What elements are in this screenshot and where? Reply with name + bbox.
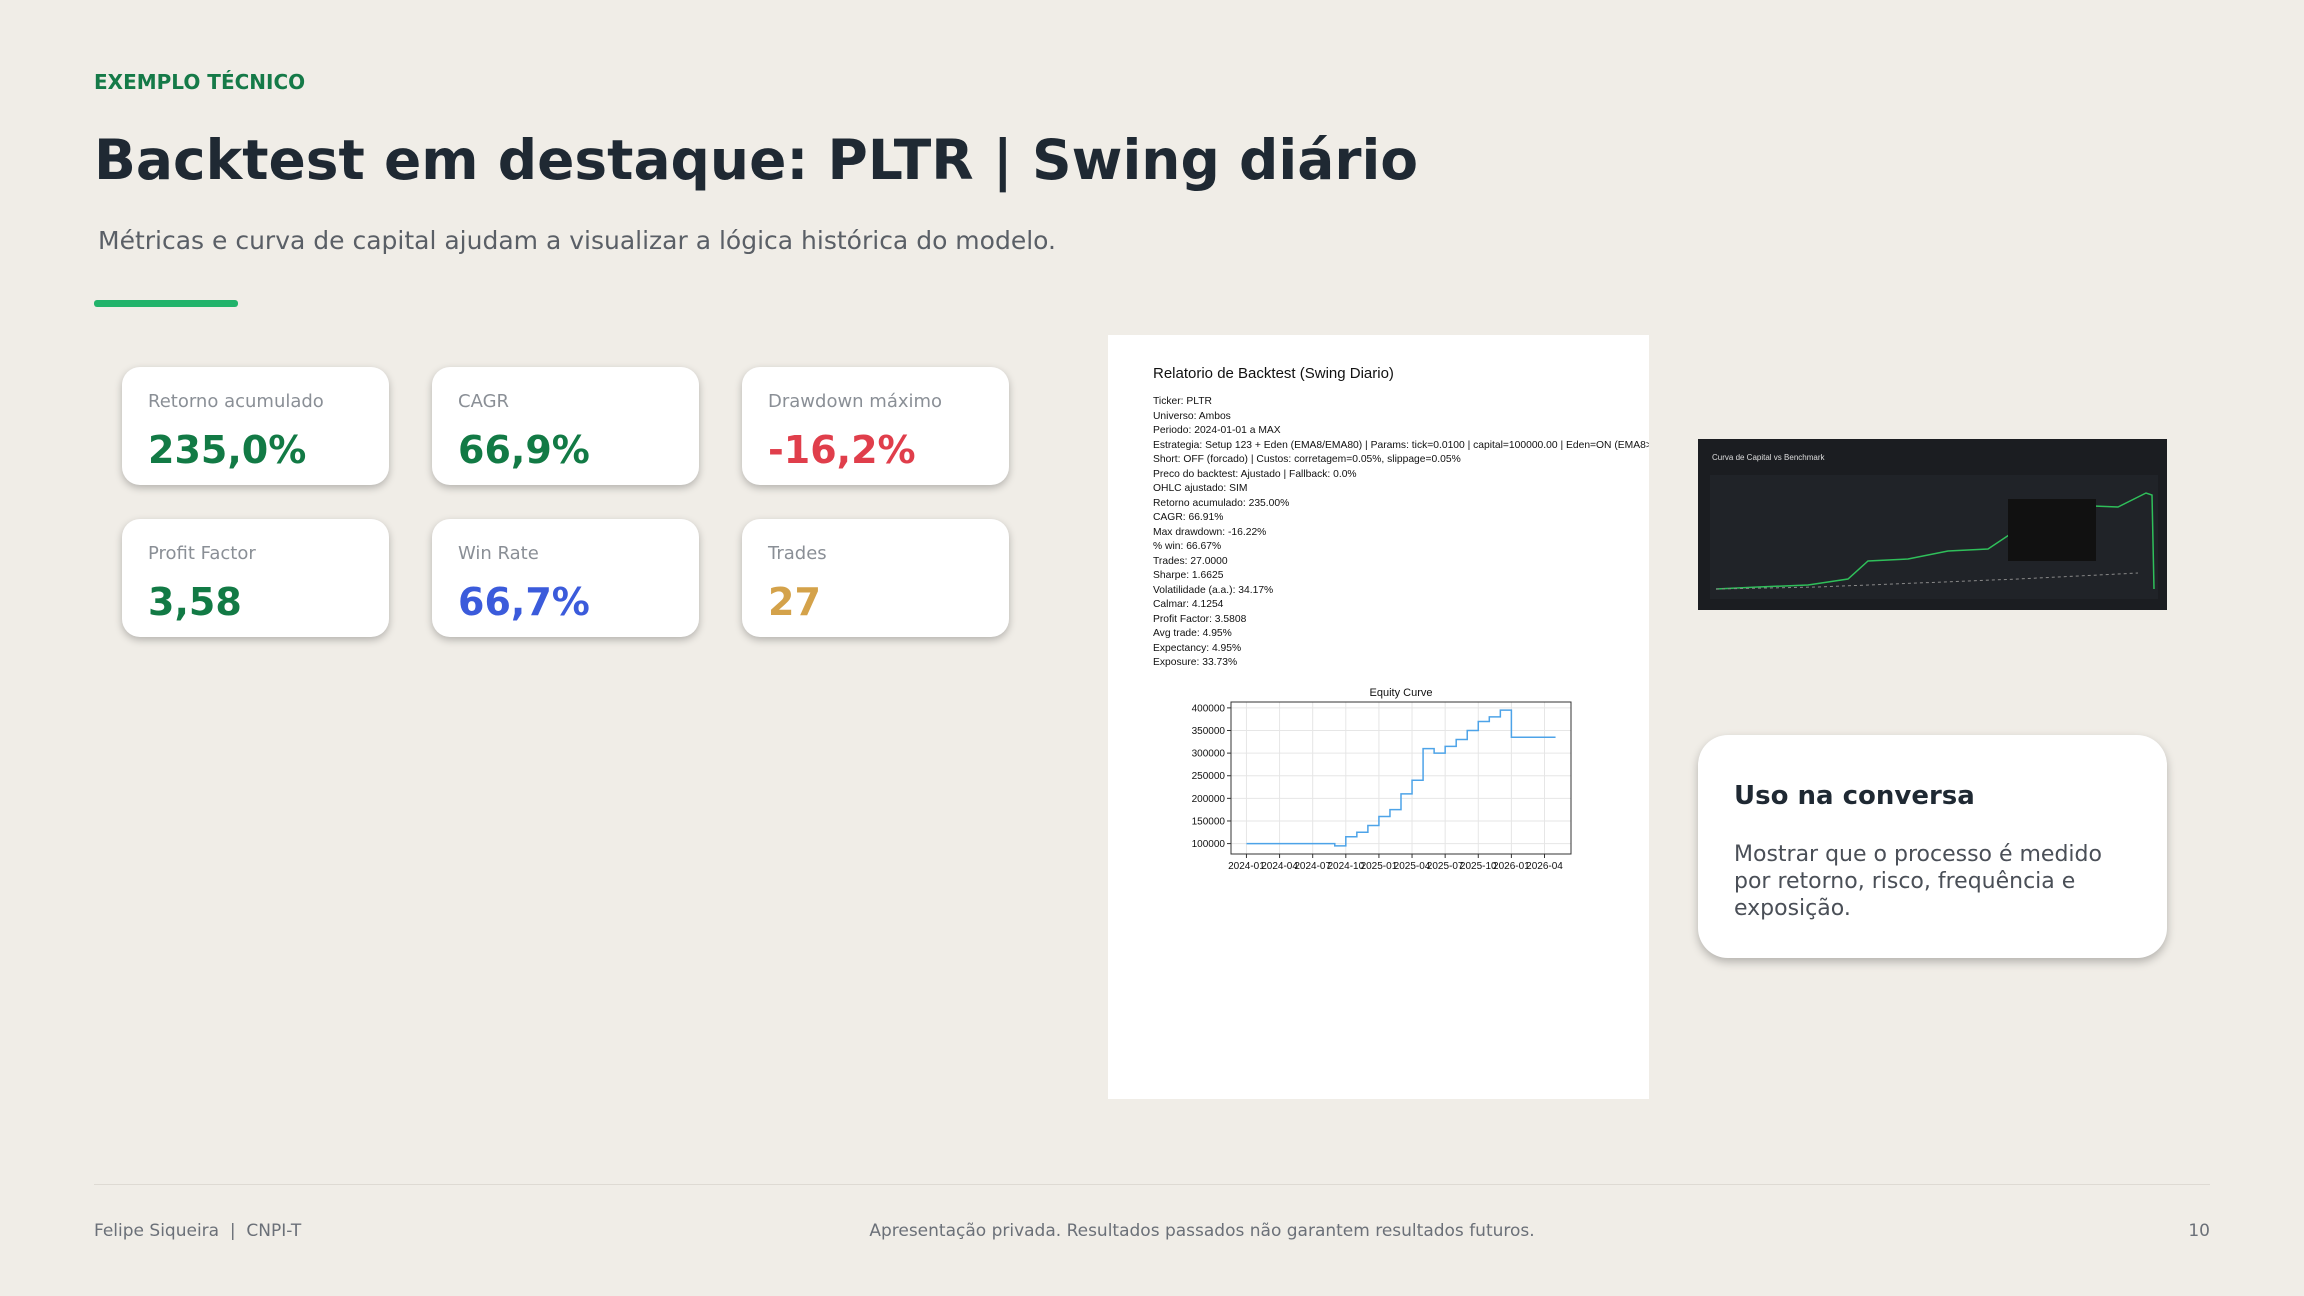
metric-value: 27	[768, 580, 821, 624]
x-tick-label: 2024-01	[1228, 861, 1265, 872]
metric-value: 66,9%	[458, 428, 590, 472]
x-tick-label: 2024-04	[1261, 861, 1298, 872]
x-tick-label: 2026-01	[1493, 861, 1530, 872]
thumbnail-line	[1715, 492, 2155, 590]
footer-author: Felipe Siqueira | CNPI-T	[94, 1221, 302, 1241]
report-line: Trades: 27.0000	[1153, 555, 1228, 567]
report-line: Short: OFF (forcado) | Custos: corretage…	[1153, 454, 1461, 465]
report-line: Estrategia: Setup 123 + Eden (EMA8/EMA80…	[1153, 439, 1649, 451]
equity-line	[1246, 709, 1556, 847]
report-title: Relatorio de Backtest (Swing Diario)	[1153, 365, 1394, 382]
report-lines: Ticker: PLTR Universo: Ambos Periodo: 2024…	[1153, 395, 1649, 671]
note-card: Uso na conversa Mostrar que o processo é…	[1698, 735, 2167, 958]
report-line: CAGR: 66.91%	[1153, 512, 1224, 523]
metric-card: Win Rate 66,7%	[432, 519, 699, 637]
x-tick-label: 2025-01	[1361, 861, 1398, 872]
accent-bar	[94, 300, 238, 307]
eyebrow: EXEMPLO TÉCNICO	[94, 70, 306, 94]
report-line: OHLC ajustado: SIM	[1153, 483, 1248, 494]
report-line: Ticker: PLTR	[1153, 396, 1212, 407]
y-tick-label: 200000	[1192, 794, 1226, 805]
benchmark-thumbnail: Curva de Capital vs Benchmark	[1698, 439, 2167, 610]
metric-label: Profit Factor	[148, 543, 256, 564]
thumbnail-art	[1710, 475, 2158, 599]
note-body: Mostrar que o processo é medido por reto…	[1734, 842, 2102, 921]
metric-value: 66,7%	[458, 580, 590, 624]
subtitle: Métricas e curva de capital ajudam a vis…	[98, 226, 1056, 255]
metric-card: CAGR 66,9%	[432, 367, 699, 485]
report-line: Expectancy: 4.95%	[1153, 642, 1242, 654]
report-line: % win: 66.67%	[1153, 541, 1222, 552]
x-tick-label: 2024-07	[1294, 861, 1331, 872]
metric-card: Trades 27	[742, 519, 1009, 637]
footer-rule	[94, 1184, 2210, 1185]
report-line: Max drawdown: -16.22%	[1153, 526, 1267, 538]
report-line: Profit Factor: 3.5808	[1153, 613, 1247, 625]
report-line: Preco do backtest: Ajustado | Fallback: …	[1153, 468, 1357, 480]
y-tick-label: 400000	[1192, 703, 1226, 714]
metric-card: Drawdown máximo -16,2%	[742, 367, 1009, 485]
equity-chart: Equity Curve 100000 150000 200000 250000 3000…	[1192, 687, 1572, 872]
metric-label: CAGR	[458, 391, 510, 412]
metric-value: 3,58	[148, 580, 242, 624]
y-tick-label: 300000	[1192, 749, 1226, 760]
note-title: Uso na conversa	[1734, 781, 1975, 811]
thumbnail-title: Curva de Capital vs Benchmark	[1712, 453, 1825, 462]
x-tick-label: 2025-10	[1460, 861, 1497, 872]
report-line: Exposure: 33.73%	[1153, 657, 1238, 668]
x-tick-label: 2025-04	[1394, 861, 1431, 872]
metric-label: Win Rate	[458, 543, 539, 564]
report-line: Volatilidade (a.a.): 34.17%	[1153, 584, 1274, 596]
slide-title: Backtest em destaque: PLTR | Swing diári…	[94, 128, 1419, 192]
footer-disclaimer: Apresentação privada. Resultados passado…	[869, 1221, 1535, 1241]
metric-card: Profit Factor 3,58	[122, 519, 389, 637]
report-line: Retorno acumulado: 235.00%	[1153, 497, 1290, 509]
y-tick-label: 100000	[1192, 839, 1226, 850]
metric-value: -16,2%	[768, 428, 916, 472]
metric-card: Retorno acumulado 235,0%	[122, 367, 389, 485]
report-line: Universo: Ambos	[1153, 410, 1231, 422]
y-tick-label: 250000	[1192, 771, 1226, 782]
report-line: Periodo: 2024-01-01 a MAX	[1153, 425, 1281, 436]
thumbnail-legend	[2008, 499, 2096, 561]
report-line: Calmar: 4.1254	[1153, 599, 1224, 610]
y-tick-label: 350000	[1192, 726, 1226, 737]
metric-label: Retorno acumulado	[148, 391, 324, 412]
x-tick-label: 2026-04	[1526, 861, 1563, 872]
x-tick-label: 2025-07	[1427, 861, 1464, 872]
chart-title: Equity Curve	[1370, 687, 1433, 699]
plot-frame	[1230, 701, 1572, 855]
report-line: Avg trade: 4.95%	[1153, 628, 1232, 639]
thumbnail-benchmark	[1715, 572, 2139, 590]
y-tick-label: 150000	[1192, 816, 1226, 827]
report-page: Relatorio de Backtest (Swing Diario) Tic…	[1108, 335, 1649, 1099]
metric-value: 235,0%	[148, 428, 307, 472]
x-tick-label: 2024-10	[1327, 861, 1364, 872]
page-number: 10	[2188, 1221, 2210, 1241]
metric-label: Trades	[768, 543, 827, 564]
report-line: Sharpe: 1.6625	[1153, 570, 1224, 581]
metric-label: Drawdown máximo	[768, 391, 943, 412]
